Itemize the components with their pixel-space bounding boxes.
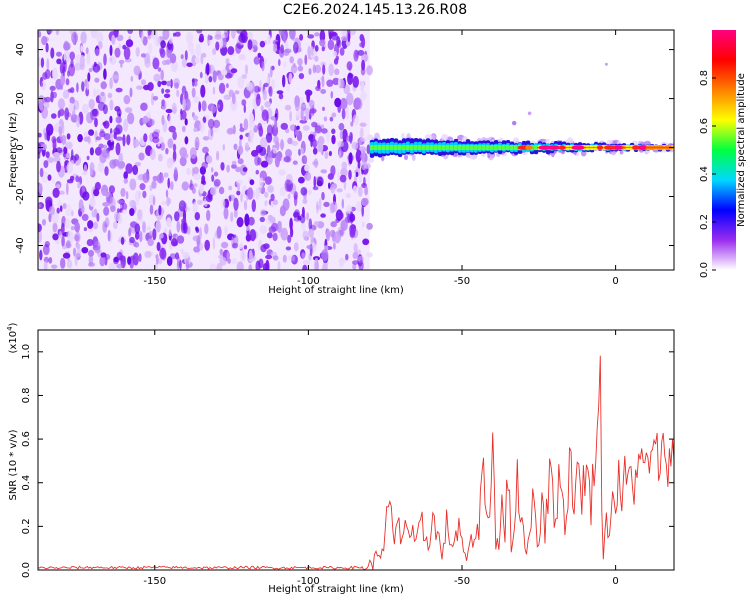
snr-frame <box>37 329 675 571</box>
snr-scale-label: (x104) <box>6 322 19 353</box>
colorbar-gradient <box>712 30 736 270</box>
spectrogram-y-axis-label: Frequency (Hz) <box>8 112 19 188</box>
spectrogram-y-tick-label: -20 <box>15 188 26 204</box>
spectrogram-frame <box>37 29 675 271</box>
chart-title: C2E6.2024.145.13.26.R08 <box>282 2 468 18</box>
colorbar-tick-label: 0.2 <box>699 214 710 230</box>
spectrogram-x-tick-label: -50 <box>454 276 470 287</box>
spectrogram-panel: -150 -100 -50 0 -40 -20 0 20 40 Height of straig… <box>8 29 675 296</box>
snr-y-tick-label: 0.2 <box>21 518 32 534</box>
spectrogram-y-tick-label: 0 <box>15 144 26 150</box>
spectrogram-y-tick-label: -40 <box>15 237 26 253</box>
colorbar: 0.0 0.2 0.4 0.6 0.8 Normalized spectral ampl… <box>699 30 747 278</box>
snr-y-tick-label: 1.0 <box>21 344 32 360</box>
snr-scale-suffix: ) <box>8 322 19 326</box>
snr-y-tick-label: 0.6 <box>21 431 32 447</box>
snr-x-tick-label: -100 <box>297 576 320 587</box>
snr-scale-prefix: (x10 <box>8 331 19 354</box>
spectrogram-y-tick-label: 40 <box>15 43 26 56</box>
snr-scale-exponent: 4 <box>6 326 14 331</box>
colorbar-tick-label: 0.8 <box>699 70 710 86</box>
noise-blobs <box>38 30 373 270</box>
snr-panel: -150 -100 -50 0 0.0 0.2 0.4 0.6 0.8 1.0 Height of… <box>6 322 675 595</box>
snr-y-tick-label: 0.0 <box>21 562 32 578</box>
snr-x-tick-label: 0 <box>612 576 618 587</box>
snr-series-line <box>38 355 674 570</box>
spectrogram-y-tick-label: 20 <box>15 92 26 105</box>
colorbar-tick-label: 0.0 <box>699 262 710 278</box>
snr-x-tick-label: -150 <box>143 576 166 587</box>
colorbar-tick-label: 0.4 <box>699 166 710 182</box>
colorbar-tick-label: 0.6 <box>699 118 710 134</box>
snr-y-tick-label: 0.8 <box>21 388 32 404</box>
colorbar-label: Normalized spectral amplitude <box>736 73 747 227</box>
spectrogram-x-tick-label: 0 <box>612 276 618 287</box>
signal-band <box>367 62 674 163</box>
snr-y-tick-label: 0.4 <box>21 475 32 491</box>
snr-y-axis-label: SNR (10 * v/v) <box>8 429 19 500</box>
spectrogram-x-axis-label: Height of straight line (km) <box>268 285 404 296</box>
snr-x-axis-label: Height of straight line (km) <box>268 584 404 595</box>
spectrogram-x-tick-label: -150 <box>143 276 166 287</box>
snr-x-tick-label: -50 <box>454 576 470 587</box>
spectrogram-x-tick-label: -100 <box>297 276 320 287</box>
